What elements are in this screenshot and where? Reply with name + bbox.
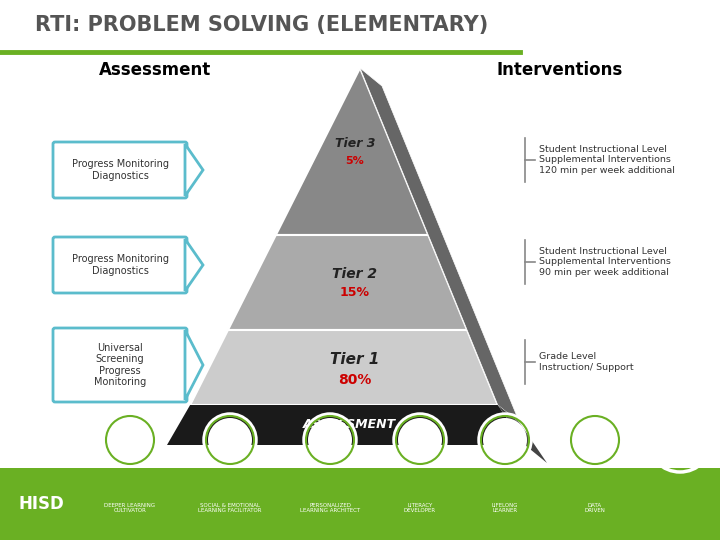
Text: 80%: 80%: [338, 373, 372, 387]
Polygon shape: [228, 235, 467, 330]
Text: LIFELONG
LEARNER: LIFELONG LEARNER: [492, 503, 518, 514]
Polygon shape: [190, 330, 498, 405]
Text: Universal
Screening
Progress
Monitoring: Universal Screening Progress Monitoring: [94, 342, 146, 387]
FancyBboxPatch shape: [53, 142, 187, 198]
Polygon shape: [185, 144, 203, 196]
Text: 5%: 5%: [346, 157, 364, 166]
Text: HISD: HISD: [18, 495, 64, 513]
Circle shape: [573, 418, 617, 462]
Text: PERSONALIZED
LEARNING ARCHITECT: PERSONALIZED LEARNING ARCHITECT: [300, 503, 360, 514]
FancyBboxPatch shape: [53, 237, 187, 293]
Polygon shape: [185, 330, 203, 400]
Circle shape: [398, 418, 442, 462]
Circle shape: [308, 418, 352, 462]
Text: Progress Monitoring
Diagnostics: Progress Monitoring Diagnostics: [71, 254, 168, 276]
Text: RTI: PROBLEM SOLVING (ELEMENTARY): RTI: PROBLEM SOLVING (ELEMENTARY): [35, 15, 488, 35]
Bar: [0, 468, 720, 540]
Text: DATA
DRIVEN: DATA DRIVEN: [585, 503, 606, 514]
FancyBboxPatch shape: [53, 328, 187, 402]
Text: SOCIAL & EMOTIONAL
LEARNING FACILITATOR: SOCIAL & EMOTIONAL LEARNING FACILITATOR: [198, 503, 262, 514]
Text: Tier 1: Tier 1: [330, 352, 379, 367]
Circle shape: [208, 418, 252, 462]
Text: Interventions: Interventions: [497, 61, 623, 79]
Polygon shape: [167, 405, 525, 445]
Text: Progress Monitoring
Diagnostics: Progress Monitoring Diagnostics: [71, 159, 168, 181]
Text: LITERACY
DEVELOPER: LITERACY DEVELOPER: [404, 503, 436, 514]
Circle shape: [483, 418, 527, 462]
Text: Assessment: Assessment: [99, 61, 211, 79]
Polygon shape: [276, 68, 428, 235]
Text: ASSESSMENT: ASSESSMENT: [302, 418, 395, 431]
Text: Student Instructional Level
Supplemental Interventions
120 min per week addition: Student Instructional Level Supplemental…: [539, 145, 675, 175]
Text: Grade Level
Instruction/ Support: Grade Level Instruction/ Support: [539, 352, 634, 372]
Polygon shape: [498, 405, 547, 463]
Polygon shape: [360, 68, 520, 423]
Circle shape: [108, 418, 152, 462]
Polygon shape: [185, 239, 203, 291]
Text: DEEPER LEARNING
CULTIVATOR: DEEPER LEARNING CULTIVATOR: [104, 503, 156, 514]
Text: 15%: 15%: [340, 286, 370, 299]
Text: Student Instructional Level
Supplemental Interventions
90 min per week additiona: Student Instructional Level Supplemental…: [539, 247, 671, 277]
Text: Tier 2: Tier 2: [333, 267, 377, 281]
Text: Tier 3: Tier 3: [335, 137, 375, 150]
